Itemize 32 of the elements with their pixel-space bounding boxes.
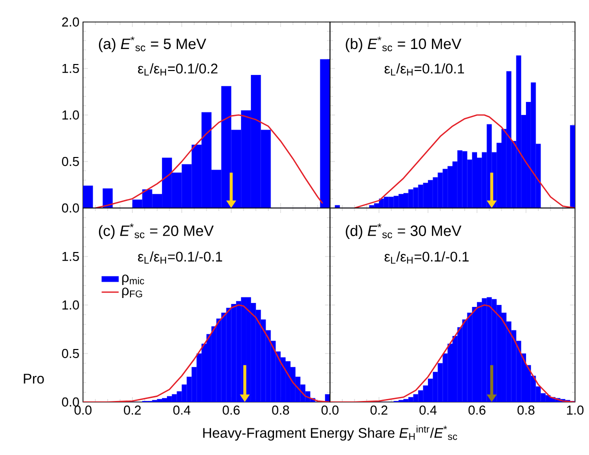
y-tick-label: 0.0 (62, 397, 79, 407)
annotation: (b) E$^{*}$$_{sc}$ = 10 MeV (346, 36, 462, 52)
y-tick-label: 1.0 (62, 110, 79, 120)
annotation: ε$_{L}$/ε$_{H}$=0.1/0.2 (138, 63, 218, 76)
x-tick-label: 0.0 (322, 406, 339, 415)
x-tick-label: 0.6 (468, 406, 486, 415)
x-tick-label: 0.4 (173, 406, 190, 415)
x-tick-label: 0.8 (272, 406, 290, 415)
annotation: ε$_{L}$/ε$_{H}$=0.1/0.1 (384, 63, 464, 76)
annotation: (d) E$^{*}$$_{sc}$ = 30 MeV (346, 224, 462, 240)
x-tick-label: 0.2 (370, 406, 388, 415)
x-axis-title: Heavy-Fragment Energy Share E$_{H}$$^{intr}$/E$^{*}$sc (203, 425, 458, 441)
legend-label: ρ$_{FG}$ (122, 288, 142, 298)
y-tick-label: 0.5 (62, 348, 79, 358)
x-tick-label: 0.0 (74, 406, 92, 415)
annotation: (c) E$^{*}$$_{sc}$ = 20 MeV (98, 224, 214, 240)
legend-label: ρ$_{mic}$ (122, 274, 144, 286)
x-tick-label: 0.2 (124, 406, 141, 415)
annotation: ε$_{L}$/ε$_{H}$=0.1/-0.1 (138, 251, 222, 264)
annotation: (a) E$^{*}$$_{sc}$ = 5 MeV (98, 36, 206, 52)
y-tick-label: 1.5 (62, 252, 79, 262)
annotation: ε$_{L}$/ε$_{H}$=0.1/-0.1 (384, 251, 469, 264)
y-axis-title: Pro (24, 374, 44, 384)
y-tick-label: 1.0 (62, 300, 79, 310)
y-tick-label: 1.5 (62, 64, 79, 74)
x-tick-label: 1.0 (566, 406, 584, 415)
y-tick-label: 0.0 (62, 203, 79, 213)
x-tick-label: 0.6 (222, 406, 240, 415)
y-tick-label: 0.5 (62, 156, 79, 166)
x-tick-label: 0.4 (420, 406, 437, 415)
y-tick-label: 2.0 (62, 17, 79, 27)
x-tick-label: 0.8 (518, 406, 534, 415)
